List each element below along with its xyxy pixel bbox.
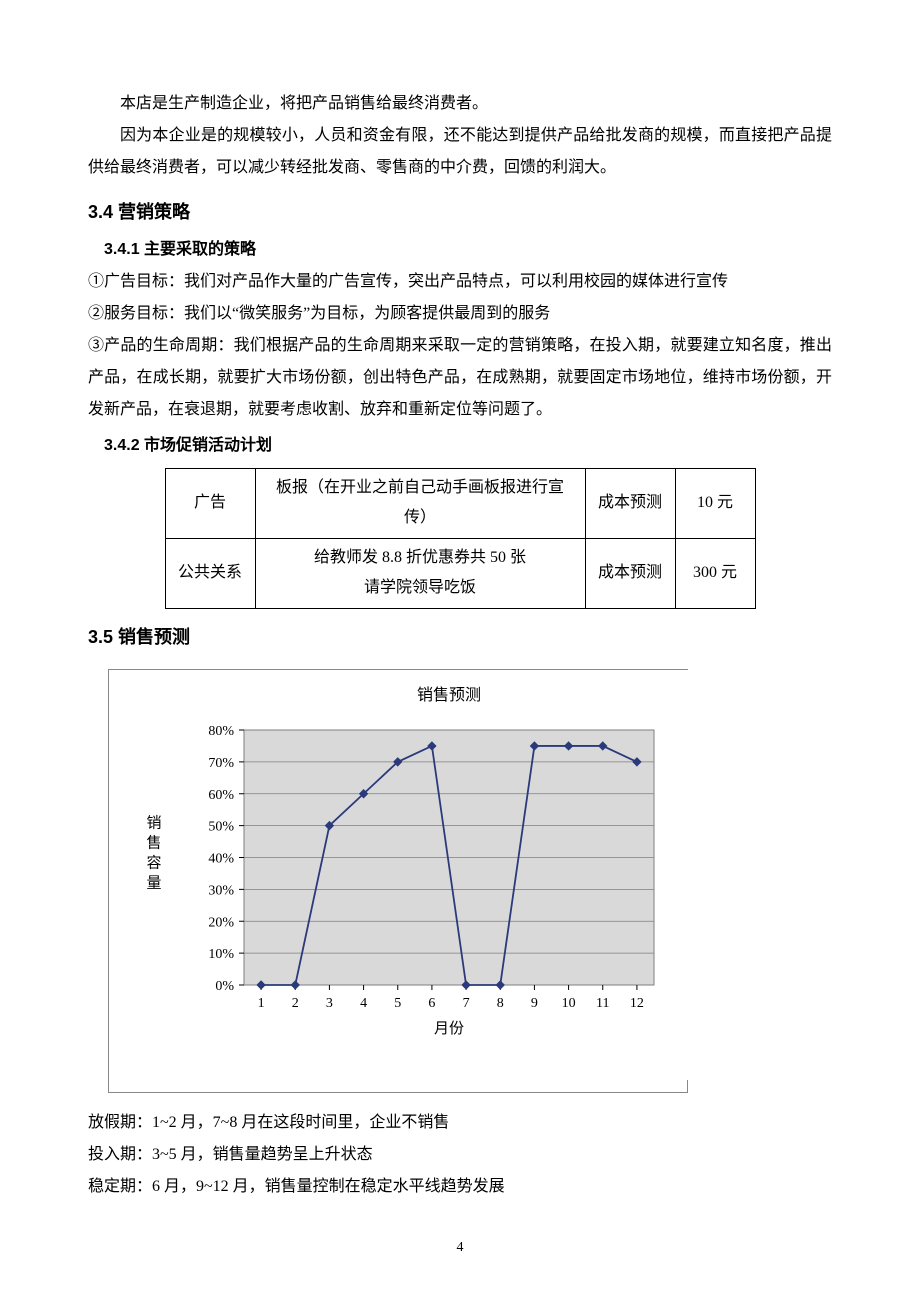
table-cell: 10 元 (675, 469, 755, 539)
table-cell-line: 给教师发 8.8 折优惠券共 50 张 (266, 543, 575, 573)
svg-text:10%: 10% (208, 947, 234, 962)
svg-text:6: 6 (428, 996, 435, 1011)
svg-text:70%: 70% (208, 755, 234, 770)
svg-text:1: 1 (258, 996, 265, 1011)
line-chart-svg: 0%10%20%30%40%50%60%70%80%12345678910111… (109, 670, 689, 1080)
heading-3-4: 3.4 营销策略 (88, 194, 832, 230)
svg-text:量: 量 (146, 875, 161, 891)
table-cell: 给教师发 8.8 折优惠券共 50 张 请学院领导吃饭 (255, 538, 585, 608)
sales-forecast-chart: 0%10%20%30%40%50%60%70%80%12345678910111… (108, 669, 688, 1093)
bullet-item: ①广告目标：我们对产品作大量的广告宣传，突出产品特点，可以利用校园的媒体进行宣传 (88, 266, 832, 298)
svg-text:2: 2 (292, 996, 299, 1011)
svg-text:20%: 20% (208, 915, 234, 930)
svg-text:销: 销 (146, 814, 161, 831)
svg-text:9: 9 (531, 996, 538, 1011)
bullet-item: ②服务目标：我们以“微笑服务”为目标，为顾客提供最周到的服务 (88, 298, 832, 330)
svg-text:11: 11 (596, 996, 609, 1011)
svg-text:60%: 60% (208, 787, 234, 802)
bullet-item: ③产品的生命周期：我们根据产品的生命周期来采取一定的营销策略，在投入期，就要建立… (88, 330, 832, 426)
table-row: 公共关系 给教师发 8.8 折优惠券共 50 张 请学院领导吃饭 成本预测 30… (165, 538, 755, 608)
table-row: 广告 板报（在开业之前自己动手画板报进行宣传） 成本预测 10 元 (165, 469, 755, 539)
svg-text:7: 7 (463, 996, 470, 1011)
promo-table: 广告 板报（在开业之前自己动手画板报进行宣传） 成本预测 10 元 公共关系 给… (165, 468, 756, 609)
body-paragraph: 因为本企业是的规模较小，人员和资金有限，还不能达到提供产品给批发商的规模，而直接… (88, 120, 832, 184)
table-cell: 板报（在开业之前自己动手画板报进行宣传） (255, 469, 585, 539)
svg-text:5: 5 (394, 996, 401, 1011)
body-paragraph: 本店是生产制造企业，将把产品销售给最终消费者。 (88, 88, 832, 120)
svg-text:0%: 0% (215, 979, 234, 994)
chart-note: 投入期：3~5 月，销售量趋势呈上升状态 (88, 1139, 832, 1171)
svg-text:月份: 月份 (434, 1020, 464, 1037)
heading-3-5: 3.5 销售预测 (88, 619, 832, 655)
table-cell: 成本预测 (585, 538, 675, 608)
svg-text:10: 10 (562, 996, 576, 1011)
svg-text:30%: 30% (208, 883, 234, 898)
svg-text:80%: 80% (208, 724, 234, 739)
heading-3-4-1: 3.4.1 主要采取的策略 (88, 234, 832, 266)
svg-text:8: 8 (497, 996, 504, 1011)
table-cell: 300 元 (675, 538, 755, 608)
heading-3-4-2: 3.4.2 市场促销活动计划 (88, 430, 832, 462)
svg-text:3: 3 (326, 996, 333, 1011)
svg-text:4: 4 (360, 996, 367, 1011)
table-cell: 成本预测 (585, 469, 675, 539)
chart-note: 稳定期：6 月，9~12 月，销售量控制在稳定水平线趋势发展 (88, 1171, 832, 1203)
table-cell: 公共关系 (165, 538, 255, 608)
chart-note: 放假期：1~2 月，7~8 月在这段时间里，企业不销售 (88, 1107, 832, 1139)
svg-text:销售预测: 销售预测 (417, 686, 481, 704)
svg-text:容: 容 (146, 854, 161, 871)
svg-text:售: 售 (146, 834, 161, 851)
svg-text:50%: 50% (208, 819, 234, 834)
table-cell: 广告 (165, 469, 255, 539)
svg-text:12: 12 (630, 996, 644, 1011)
svg-text:40%: 40% (208, 851, 234, 866)
table-cell-line: 请学院领导吃饭 (266, 573, 575, 603)
page-number: 4 (0, 1234, 920, 1262)
